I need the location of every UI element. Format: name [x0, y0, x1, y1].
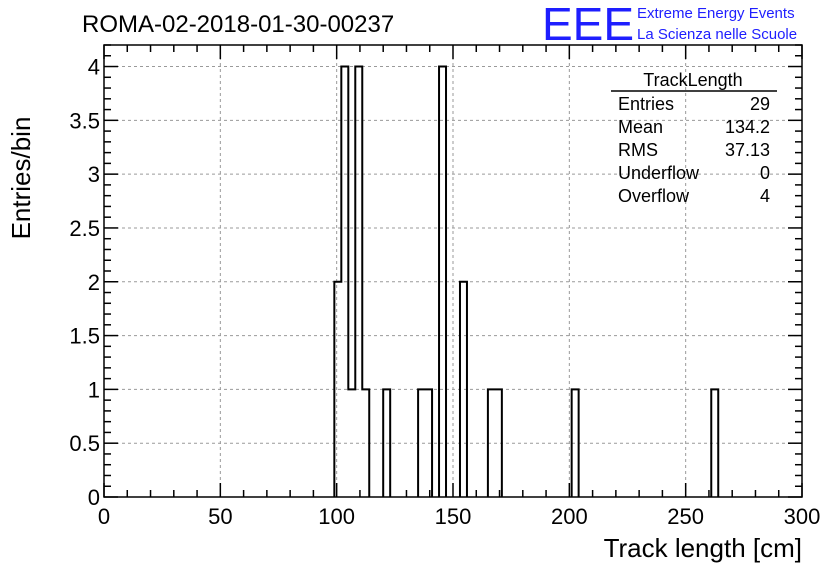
y-tick-label-7: 3.5	[69, 108, 100, 133]
eee-logo-line1: Extreme Energy Events	[637, 5, 795, 22]
y-tick-label-8: 4	[88, 55, 100, 80]
histogram-bin-7	[425, 389, 432, 497]
histogram-bin-3	[355, 67, 362, 497]
ticks: 0 50 100 150 200 250 300 0 0.5 1 1.5 2 2.5 3 3.5 4	[69, 44, 821, 529]
y-axis-title: Entries/bin	[6, 117, 36, 240]
x-tick-label-6: 300	[784, 504, 821, 529]
y-tick-label-5: 2.5	[69, 216, 100, 241]
stats-box-title: TrackLength	[643, 70, 742, 90]
y-tick-label-6: 3	[88, 162, 100, 187]
eee-logo: EEE	[542, 0, 634, 50]
x-tick-label-0: 0	[98, 504, 110, 529]
stats-value-mean: 134.2	[725, 117, 770, 137]
y-tick-label-3: 1.5	[69, 324, 100, 349]
stats-box: TrackLength Entries 29 Mean 134.2 RMS 37.13 Un…	[611, 70, 777, 206]
stats-value-overflow: 4	[760, 186, 770, 206]
stats-label-entries: Entries	[618, 94, 674, 114]
chart-title: ROMA-02-2018-01-30-00237	[82, 11, 394, 38]
histogram-bin-0	[334, 282, 341, 497]
histogram-bin-13	[711, 389, 718, 497]
histogram-bin-11	[495, 389, 502, 497]
x-tick-label-2: 100	[318, 504, 355, 529]
stats-value-entries: 29	[750, 94, 770, 114]
y-tick-label-1: 0.5	[69, 431, 100, 456]
histogram-bin-1	[341, 67, 348, 497]
grid-lines	[104, 45, 802, 497]
histogram-outline	[333, 65, 720, 497]
histogram-bin-5	[383, 389, 390, 497]
x-tick-label-1: 50	[208, 504, 232, 529]
histogram-bars	[333, 65, 720, 497]
stats-label-underflow: Underflow	[618, 163, 700, 183]
histogram-bin-8	[439, 67, 446, 497]
y-tick-label-0: 0	[88, 485, 100, 510]
x-tick-label-5: 250	[667, 504, 704, 529]
eee-logo-line2: La Scienza nelle Scuole	[637, 26, 797, 43]
stats-value-rms: 37.13	[725, 140, 770, 160]
histogram-bin-10	[488, 389, 495, 497]
stats-label-mean: Mean	[618, 117, 663, 137]
stats-label-overflow: Overflow	[618, 186, 690, 206]
histogram-bin-2	[348, 389, 355, 497]
x-tick-label-4: 200	[551, 504, 588, 529]
x-axis-title: Track length [cm]	[604, 533, 802, 563]
y-tick-label-4: 2	[88, 270, 100, 295]
histogram-bin-6	[418, 389, 425, 497]
histogram-bin-12	[572, 389, 579, 497]
histogram-bin-4	[362, 389, 369, 497]
x-tick-label-3: 150	[435, 504, 472, 529]
histogram-bin-9	[460, 282, 467, 497]
stats-label-rms: RMS	[618, 140, 658, 160]
y-tick-label-2: 1	[88, 377, 100, 402]
stats-value-underflow: 0	[760, 163, 770, 183]
